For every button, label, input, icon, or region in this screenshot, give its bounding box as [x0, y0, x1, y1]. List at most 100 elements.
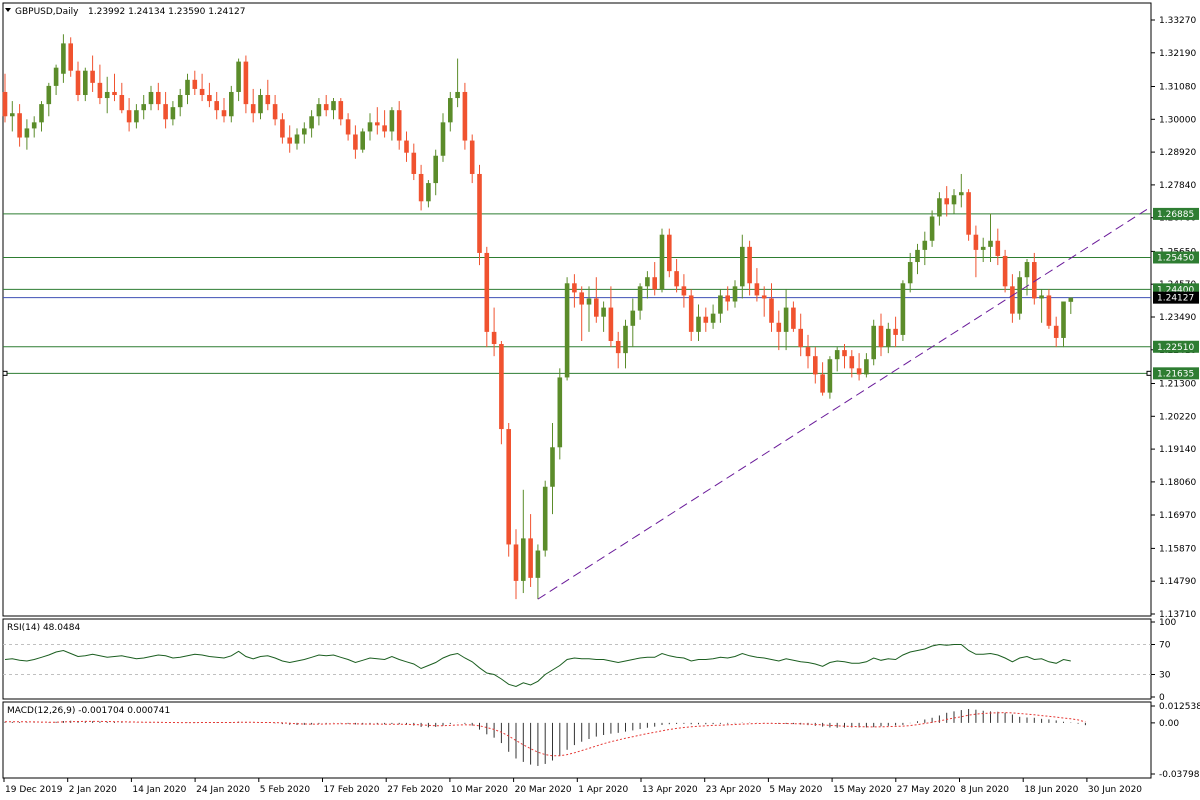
date-tick-label: 19 Dec 2019 — [5, 785, 63, 795]
date-tick-label: 20 Mar 2020 — [515, 785, 572, 795]
candle — [280, 113, 285, 144]
candle — [75, 61, 81, 102]
candle — [732, 280, 738, 308]
candle — [83, 67, 88, 102]
date-tick-label: 1 Apr 2020 — [578, 785, 628, 795]
price-tick-label: 1.27840 — [1159, 181, 1196, 191]
price-tick-label: 1.19140 — [1159, 445, 1196, 455]
candle — [579, 286, 584, 341]
candle — [1039, 289, 1044, 323]
candle — [229, 85, 234, 123]
date-tick-label: 5 May 2020 — [769, 785, 822, 795]
candle — [703, 307, 709, 332]
candle — [484, 246, 490, 348]
candle — [608, 286, 614, 348]
candle — [469, 134, 475, 184]
candle — [97, 64, 103, 105]
price-tick-label: 1.32190 — [1159, 49, 1196, 59]
candle — [951, 189, 957, 214]
candle — [491, 307, 497, 357]
candle — [637, 283, 643, 320]
date-tick-label: 14 Jan 2020 — [132, 785, 186, 795]
candle — [776, 310, 782, 351]
candle — [513, 529, 519, 600]
candle — [667, 228, 672, 278]
price-tick-label: 1.15870 — [1159, 544, 1196, 554]
candle — [31, 116, 37, 138]
level-handle-right[interactable] — [1146, 370, 1152, 376]
candle — [302, 122, 307, 144]
candle — [455, 58, 460, 108]
candle — [594, 277, 599, 323]
candle — [864, 353, 869, 378]
candle — [382, 110, 387, 138]
candle — [725, 286, 730, 311]
candle — [681, 274, 687, 308]
candle — [564, 277, 570, 381]
candle — [404, 131, 409, 162]
level-handle-left[interactable] — [2, 370, 8, 376]
candle — [973, 225, 979, 278]
candle — [557, 368, 563, 460]
ohlc-values: 1.23992 1.24134 1.23590 1.24127 — [88, 7, 245, 17]
candle — [1010, 274, 1015, 323]
chevron-down-icon[interactable] — [5, 8, 11, 12]
candle — [433, 149, 438, 196]
macd-signal-line — [5, 712, 1086, 757]
horizontal-levels — [2, 213, 1152, 376]
candle — [995, 228, 1001, 266]
candle — [156, 82, 161, 111]
candle — [754, 268, 760, 302]
candle — [170, 101, 176, 126]
candle — [542, 480, 548, 557]
candle — [46, 82, 52, 117]
price-tick-label: 1.13710 — [1159, 610, 1196, 620]
rsi-panel-frame — [2, 618, 1152, 700]
candle — [250, 88, 256, 123]
candle — [791, 301, 796, 332]
candle — [236, 58, 241, 102]
date-tick-label: 23 Apr 2020 — [706, 785, 762, 795]
candle — [177, 88, 183, 117]
candle — [827, 356, 833, 399]
macd-tick-label: 0.012538 — [1159, 702, 1200, 712]
macd-tick-label: -0.037987 — [1159, 770, 1200, 780]
candle — [360, 128, 365, 153]
date-tick-label: 15 May 2020 — [833, 785, 892, 795]
candle — [645, 271, 650, 299]
price-tick-label: 1.14790 — [1159, 577, 1196, 587]
candle — [528, 514, 533, 587]
candle — [893, 316, 898, 348]
candle — [813, 347, 818, 384]
candle — [834, 347, 840, 372]
price-tick-label: 1.21300 — [1159, 380, 1196, 390]
candlestick-series — [2, 34, 1074, 600]
candle — [214, 91, 219, 120]
candle — [375, 107, 380, 135]
symbol-label: GBPUSD,Daily — [15, 7, 79, 17]
candle — [24, 119, 30, 150]
candle — [345, 113, 351, 141]
candle — [630, 298, 636, 348]
candle — [842, 344, 847, 369]
candle — [944, 186, 949, 217]
candle — [68, 37, 73, 77]
candle — [477, 164, 482, 266]
candle — [53, 64, 59, 96]
date-tick-label: 18 Jun 2020 — [1024, 785, 1078, 795]
macd-axis: 0.012538 0.00 -0.037987 — [1151, 702, 1200, 780]
candle — [601, 301, 606, 332]
candle — [798, 313, 803, 357]
rsi-tick-label: 70 — [1159, 641, 1171, 651]
candle — [740, 234, 745, 299]
level-label-bg — [1153, 367, 1199, 380]
candle — [367, 113, 373, 141]
candle — [287, 125, 292, 153]
current-price-label: 1.24127 — [1157, 294, 1194, 304]
ascending-trendline[interactable] — [537, 206, 1152, 600]
candle — [418, 164, 424, 211]
candle — [39, 101, 44, 132]
candle — [915, 243, 920, 275]
rsi-line — [4, 643, 1071, 688]
